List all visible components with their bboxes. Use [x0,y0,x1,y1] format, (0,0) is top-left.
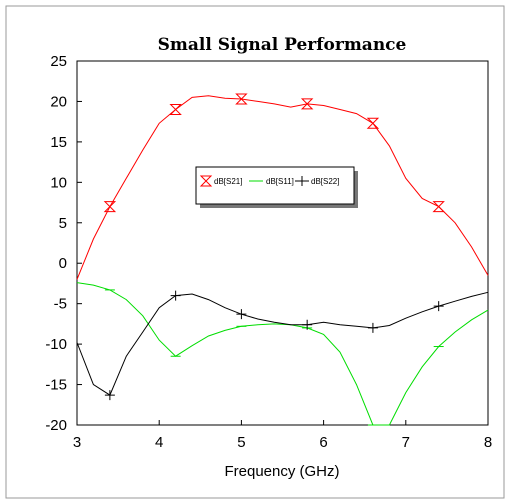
chart-title: Small Signal Performance [158,35,407,55]
series-marker [366,117,380,129]
series-line [76,282,489,426]
legend-marker [199,175,213,187]
series-line [76,95,489,280]
series-marker [170,290,181,301]
series-marker [302,319,313,330]
y-axis: 25 20 15 10 5 0 -5 -10 -15 -20 [45,53,82,434]
legend-label: dB[S22] [311,177,339,186]
legend-box [195,166,355,205]
x-tick-label: 3 [73,434,81,451]
x-tick-label: 4 [155,434,163,451]
y-tick-label: 0 [59,255,67,272]
series-marker [433,301,444,312]
y-tick-label: -15 [45,377,67,394]
x-tick-label: 6 [319,434,327,451]
series-2 [76,290,489,401]
chart-frame [5,5,505,499]
legend: dB[S21] dB[S11] dB[S22] [195,166,358,208]
series-marker [432,201,445,213]
x-axis: 3 4 5 6 7 8 [73,420,492,451]
series-layer [76,93,489,426]
series-marker [300,98,314,110]
x-tick-label: 7 [402,434,410,451]
y-tick-label: 5 [59,215,67,232]
series-marker [104,390,115,401]
legend-label: dB[S21] [214,177,242,186]
plot-area [76,60,489,426]
legend-label: dB[S11] [266,177,294,186]
legend-items: dB[S21] dB[S11] dB[S22] [199,175,339,187]
series-line [76,291,489,396]
series-marker [367,322,378,333]
series-marker [236,309,247,320]
y-tick-label: -10 [45,336,67,353]
x-axis-label: Frequency (GHz) [224,463,339,480]
y-tick-label: 20 [50,93,67,110]
x-tick-label: 8 [484,434,492,451]
y-tick-label: -5 [54,296,67,313]
series-marker [103,201,117,213]
y-tick-label: -20 [45,417,67,434]
y-tick-label: 15 [50,134,67,151]
x-tick-label: 5 [237,434,245,451]
series-0 [76,93,489,280]
series-marker [169,104,182,116]
series-marker [235,93,248,105]
y-tick-label: 25 [50,53,67,70]
y-tick-label: 10 [50,174,67,191]
legend-marker [297,176,307,186]
